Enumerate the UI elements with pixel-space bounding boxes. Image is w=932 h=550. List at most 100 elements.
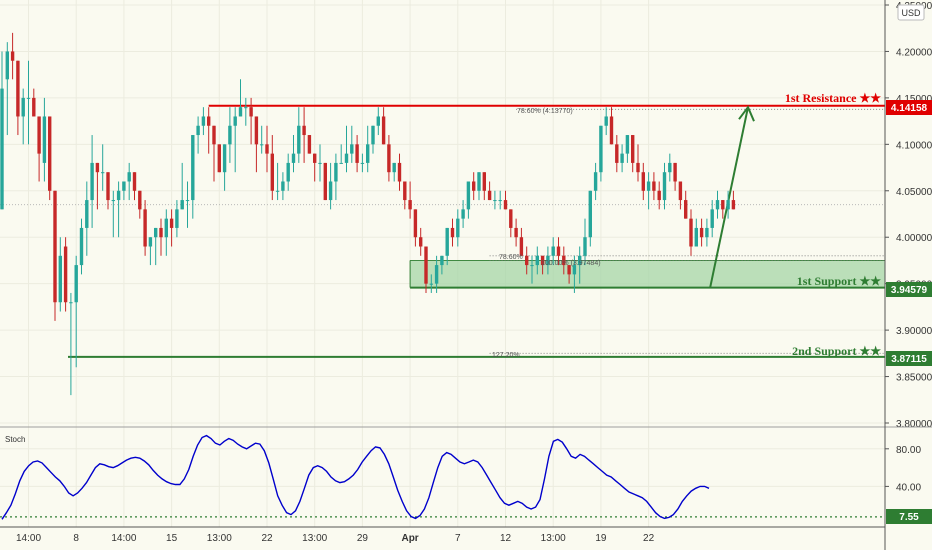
candle-body[interactable]	[185, 200, 190, 202]
candle-body[interactable]	[95, 162, 100, 173]
candle-body[interactable]	[387, 144, 391, 173]
candle-body[interactable]	[32, 97, 36, 117]
candle-body[interactable]	[684, 200, 688, 219]
candle-body[interactable]	[106, 172, 110, 201]
candle-body[interactable]	[381, 116, 386, 145]
candle-body[interactable]	[556, 246, 561, 256]
candle-body[interactable]	[376, 116, 380, 126]
currency-button-frame[interactable]	[897, 4, 925, 21]
candle-body[interactable]	[366, 144, 370, 163]
candle-body[interactable]	[127, 172, 131, 182]
candle-body[interactable]	[726, 200, 730, 210]
currency-button-label[interactable]: USD	[901, 8, 921, 18]
candle-body[interactable]	[270, 153, 274, 191]
candle-body[interactable]	[238, 107, 243, 117]
candle-body[interactable]	[551, 246, 555, 256]
candle-body[interactable]	[111, 200, 115, 202]
candle-body[interactable]	[429, 283, 433, 285]
candle-body[interactable]	[249, 107, 253, 117]
candle-body[interactable]	[318, 162, 322, 164]
candle-body[interactable]	[657, 190, 661, 201]
candle-body[interactable]	[37, 116, 41, 154]
candle-body[interactable]	[10, 51, 15, 61]
candle-body[interactable]	[196, 125, 200, 136]
candle-body[interactable]	[48, 116, 52, 191]
candle-body[interactable]	[731, 200, 736, 210]
candle-body[interactable]	[355, 144, 359, 163]
candle-body[interactable]	[636, 162, 640, 173]
candle-body[interactable]	[328, 181, 333, 201]
candle-body[interactable]	[419, 237, 423, 247]
candle-body[interactable]	[413, 209, 418, 238]
candle-body[interactable]	[408, 200, 412, 210]
candle-body[interactable]	[74, 265, 78, 303]
candle-body[interactable]	[334, 162, 338, 182]
candle-body[interactable]	[493, 200, 497, 202]
candle-body[interactable]	[344, 153, 349, 163]
candle-body[interactable]	[169, 218, 174, 228]
candle-body[interactable]	[260, 144, 264, 146]
candle-body[interactable]	[514, 227, 518, 238]
candle-body[interactable]	[69, 302, 73, 304]
candle-body[interactable]	[646, 181, 651, 191]
candle-body[interactable]	[143, 209, 147, 247]
candle-body[interactable]	[360, 162, 365, 164]
candle-body[interactable]	[90, 162, 94, 201]
candle-body[interactable]	[424, 246, 428, 284]
candle-body[interactable]	[440, 255, 444, 266]
candle-body[interactable]	[588, 190, 592, 238]
candle-body[interactable]	[477, 172, 481, 191]
candle-body[interactable]	[535, 255, 539, 266]
candle-body[interactable]	[503, 200, 508, 210]
candle-body[interactable]	[668, 162, 672, 173]
candle-body[interactable]	[620, 153, 624, 163]
candle-body[interactable]	[16, 60, 20, 117]
candle-body[interactable]	[154, 227, 158, 238]
candle-body[interactable]	[159, 227, 163, 238]
currency-button[interactable]: USD	[897, 4, 925, 21]
candle-body[interactable]	[0, 88, 4, 210]
candle-body[interactable]	[212, 125, 216, 145]
candle-body[interactable]	[26, 97, 31, 99]
candle-body[interactable]	[207, 116, 211, 126]
candle-body[interactable]	[434, 265, 439, 284]
candle-body[interactable]	[339, 162, 343, 164]
candle-body[interactable]	[450, 227, 455, 238]
candle-body[interactable]	[122, 181, 126, 191]
candle-body[interactable]	[254, 116, 259, 145]
candle-body[interactable]	[201, 116, 206, 126]
candle-body[interactable]	[482, 172, 486, 191]
candle-body[interactable]	[498, 200, 502, 202]
candle-body[interactable]	[323, 162, 327, 201]
candle-body[interactable]	[116, 190, 121, 201]
candle-body[interactable]	[593, 172, 598, 191]
candle-body[interactable]	[138, 190, 142, 210]
candle-body[interactable]	[5, 51, 9, 80]
candle-body[interactable]	[265, 144, 269, 154]
candle-body[interactable]	[562, 255, 566, 266]
candle-body[interactable]	[217, 144, 221, 173]
candle-body[interactable]	[148, 237, 153, 247]
candle-body[interactable]	[79, 227, 84, 266]
candle-body[interactable]	[63, 246, 68, 303]
candle-body[interactable]	[530, 265, 534, 267]
candle-body[interactable]	[710, 209, 714, 228]
candle-body[interactable]	[466, 181, 471, 210]
candle-body[interactable]	[132, 172, 137, 191]
candle-body[interactable]	[599, 125, 603, 173]
candle-body[interactable]	[180, 200, 184, 210]
candle-body[interactable]	[631, 135, 635, 163]
candle-body[interactable]	[297, 125, 301, 154]
candle-body[interactable]	[233, 116, 237, 126]
candle-body[interactable]	[609, 116, 614, 145]
candle-body[interactable]	[652, 181, 656, 191]
candle-body[interactable]	[371, 125, 375, 145]
candle-body[interactable]	[313, 153, 317, 163]
candle-body[interactable]	[472, 181, 476, 191]
candle-body[interactable]	[715, 200, 720, 210]
candle-body[interactable]	[244, 107, 248, 109]
candle-body[interactable]	[641, 172, 645, 191]
candle-body[interactable]	[222, 144, 227, 173]
candle-layer[interactable]	[0, 32, 736, 396]
candle-body[interactable]	[694, 227, 698, 247]
